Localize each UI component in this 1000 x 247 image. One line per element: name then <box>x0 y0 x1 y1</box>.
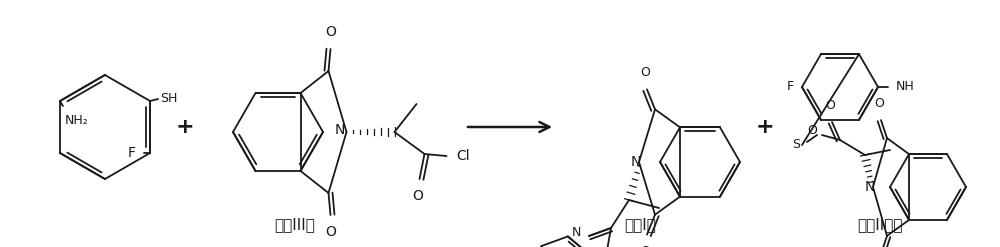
Text: F: F <box>128 146 136 160</box>
Text: O: O <box>825 99 835 112</box>
Text: NH₂: NH₂ <box>65 114 89 127</box>
Text: O: O <box>325 225 336 239</box>
Text: 式（I）: 式（I） <box>624 218 656 232</box>
Text: NH: NH <box>896 81 915 94</box>
Text: O: O <box>640 245 650 247</box>
Text: O: O <box>325 25 336 39</box>
Text: N: N <box>334 123 344 137</box>
Text: O: O <box>874 97 884 110</box>
Text: +: + <box>756 117 774 137</box>
Text: N: N <box>572 226 581 240</box>
Text: Cl: Cl <box>456 149 470 163</box>
Text: O: O <box>807 124 817 137</box>
Text: O: O <box>412 189 423 203</box>
Text: 式（III）: 式（III） <box>275 218 315 232</box>
Text: S: S <box>792 139 800 151</box>
Text: N: N <box>631 155 641 169</box>
Text: O: O <box>640 66 650 79</box>
Text: SH: SH <box>160 92 177 105</box>
Text: N: N <box>865 180 875 194</box>
Text: F: F <box>786 81 794 94</box>
Text: 式（II）。: 式（II）。 <box>857 218 903 232</box>
Text: +: + <box>176 117 194 137</box>
